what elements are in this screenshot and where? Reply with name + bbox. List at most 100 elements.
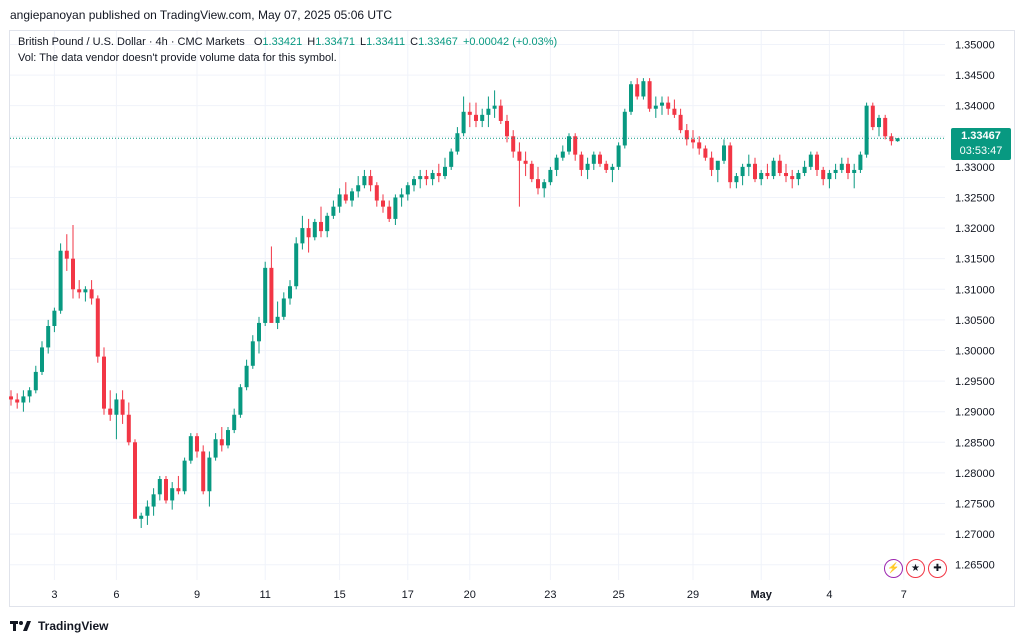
candle-up xyxy=(740,163,745,186)
candle-down xyxy=(709,151,714,177)
publisher-line: angiepanoyan published on TradingView.co… xyxy=(10,8,393,22)
candle-up xyxy=(83,286,88,302)
candle-body xyxy=(629,84,633,112)
candle-body xyxy=(133,442,137,519)
y-tick-label: 1.27500 xyxy=(955,498,995,510)
candle-body xyxy=(331,206,336,216)
candle-body xyxy=(480,114,485,121)
candle-up xyxy=(567,133,571,155)
candle-body xyxy=(529,163,534,180)
y-axis[interactable]: 1.26500 1.27000 1.27500 1.28000 1.28500 1.290… xyxy=(955,39,995,571)
candle-body xyxy=(523,160,528,164)
candle-up xyxy=(877,114,881,137)
candle-down xyxy=(529,160,534,183)
candle-down xyxy=(176,475,181,495)
candle-up xyxy=(207,451,212,507)
candle-body xyxy=(542,182,547,189)
candle-body xyxy=(517,151,522,161)
candle-up xyxy=(325,212,330,238)
candle-up xyxy=(257,316,261,354)
candle-down xyxy=(870,102,875,131)
candle-down xyxy=(126,402,131,446)
y-tick-label: 1.31500 xyxy=(955,254,995,266)
candle-body xyxy=(126,414,131,443)
candle-up xyxy=(486,96,491,128)
candle-up xyxy=(300,215,305,250)
lightning-icon[interactable]: ⚡ xyxy=(884,559,903,578)
candle-up xyxy=(288,280,292,305)
candle-body xyxy=(492,105,497,109)
candle-body xyxy=(808,154,813,167)
event-flags[interactable]: ⚡ ★ ✚ xyxy=(884,559,947,578)
candle-body xyxy=(387,206,392,219)
candle-body xyxy=(343,194,348,201)
y-tick-label: 1.35000 xyxy=(955,39,995,51)
candle-up xyxy=(145,500,150,525)
candle-up xyxy=(759,169,764,186)
candle-body xyxy=(83,289,88,293)
candle-up xyxy=(734,172,739,189)
candle-body xyxy=(120,399,125,415)
candle-down xyxy=(436,163,441,183)
candle-body xyxy=(474,114,478,121)
candle-body xyxy=(883,117,888,137)
candle-up xyxy=(244,359,249,391)
candle-down xyxy=(821,166,826,186)
candle-body xyxy=(839,163,844,170)
candle-body xyxy=(666,102,671,109)
y-tick-label: 1.30000 xyxy=(955,345,995,357)
candle-down xyxy=(777,154,782,177)
candle-body xyxy=(213,439,218,458)
x-axis[interactable]: 3 6 9 11 15 17 20 23 25 29 May 4 7 xyxy=(51,589,907,601)
candle-body xyxy=(362,176,367,186)
candle-body xyxy=(418,176,423,180)
candle-body xyxy=(858,154,863,170)
candle-down xyxy=(71,225,75,299)
candle-down xyxy=(219,426,224,452)
candle-body xyxy=(759,172,764,180)
y-tick-label: 1.30500 xyxy=(955,315,995,327)
footer-brand: TradingView xyxy=(38,619,109,633)
candle-body xyxy=(641,81,646,97)
candle-down xyxy=(424,169,429,186)
legend-low-value: 1.33411 xyxy=(366,36,406,48)
candle-body xyxy=(337,194,342,207)
candle-up xyxy=(827,169,832,189)
candle-body xyxy=(232,414,237,431)
candle-body xyxy=(399,194,404,198)
candle-body xyxy=(567,136,571,152)
candle-up xyxy=(492,90,497,118)
candle-body xyxy=(64,250,69,259)
candle-down xyxy=(753,157,757,183)
legend-high-value: 1.33471 xyxy=(315,36,355,48)
candle-down xyxy=(536,166,540,195)
candle-down xyxy=(343,182,348,204)
y-tick-label: 1.28500 xyxy=(955,437,995,449)
candle-body xyxy=(350,191,354,201)
candle-down xyxy=(89,280,94,305)
legend-change-value: +0.00042 (+0.03%) xyxy=(462,36,558,48)
candle-body xyxy=(455,133,460,152)
candle-down xyxy=(95,295,100,363)
candle-body xyxy=(660,102,664,106)
candle-down xyxy=(133,439,137,519)
y-tick-label: 1.32000 xyxy=(955,223,995,235)
candle-body xyxy=(784,172,788,177)
candle-down xyxy=(846,157,850,180)
candle-body xyxy=(591,154,596,164)
legend-open-label: O xyxy=(253,36,263,48)
candle-body xyxy=(598,154,602,164)
candle-body xyxy=(46,326,51,348)
uk-flag-icon[interactable]: ✚ xyxy=(928,559,947,578)
candle-down xyxy=(164,475,168,504)
legend-symbol[interactable]: British Pound / U.S. Dollar · 4h · CMC M… xyxy=(18,36,245,48)
candle-body xyxy=(356,185,361,192)
candle-up xyxy=(350,188,354,207)
candle-body xyxy=(114,399,119,415)
x-tick-label: 15 xyxy=(333,589,345,601)
candle-down xyxy=(889,133,894,146)
candle-down xyxy=(697,136,702,155)
candle-down xyxy=(815,151,819,177)
us-flag-icon[interactable]: ★ xyxy=(906,559,925,578)
